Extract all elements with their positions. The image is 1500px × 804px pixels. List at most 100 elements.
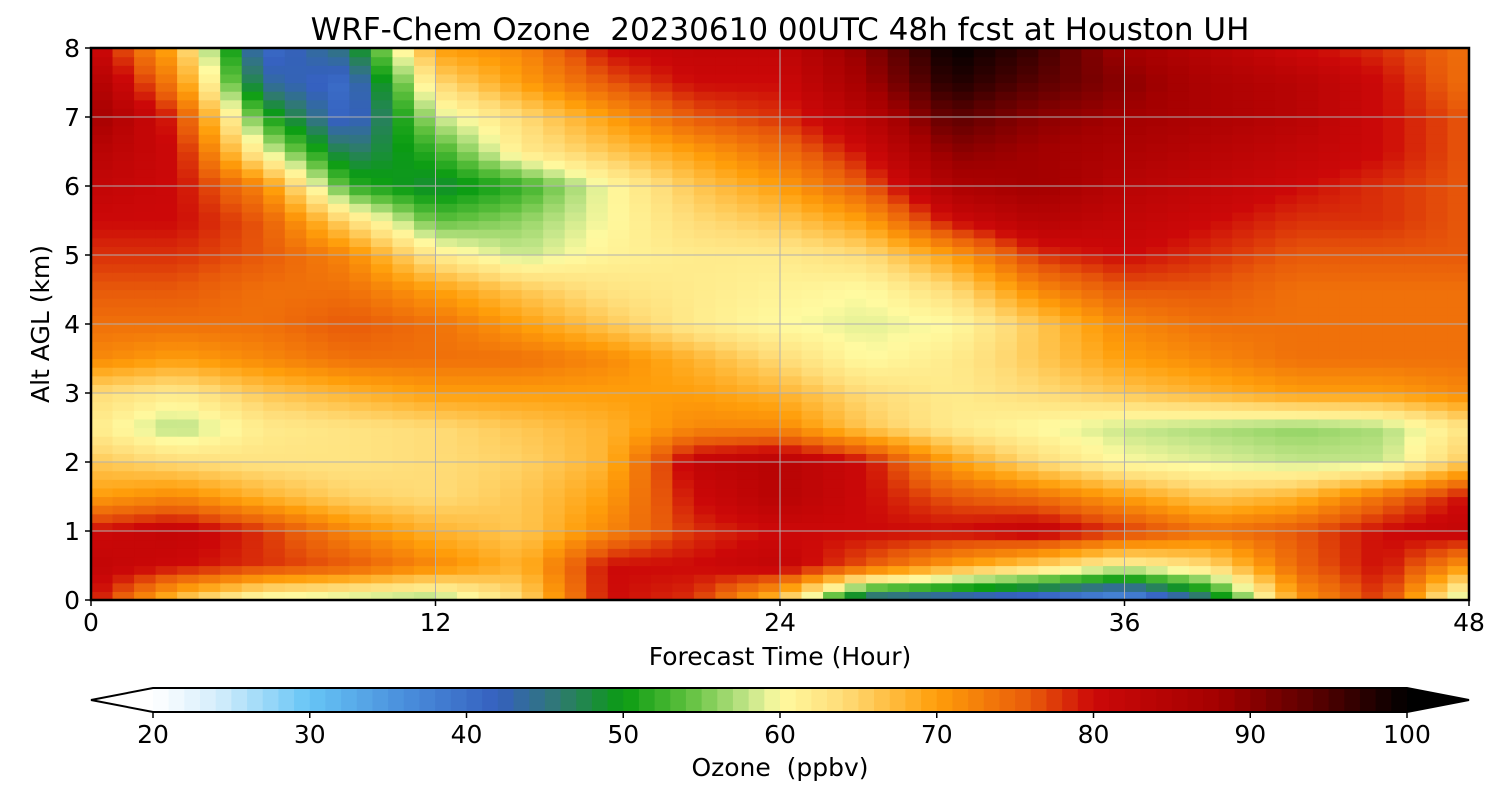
- heatmap-cell: [672, 203, 695, 213]
- heatmap-cell: [1146, 151, 1169, 161]
- heatmap-cell: [1275, 289, 1298, 299]
- heatmap-cell: [478, 470, 501, 480]
- heatmap-cell: [478, 280, 501, 291]
- heatmap-cell: [629, 306, 652, 316]
- heatmap-cell: [91, 418, 114, 429]
- heatmap-cell: [327, 142, 350, 153]
- heatmap-cell: [736, 324, 760, 334]
- heatmap-cell: [435, 168, 458, 178]
- heatmap-cell: [1016, 401, 1039, 411]
- heatmap-cell: [909, 479, 932, 489]
- heatmap-cell: [629, 341, 652, 351]
- heatmap-cell: [823, 168, 846, 178]
- heatmap-cell: [1038, 375, 1061, 385]
- heatmap-cell: [909, 418, 932, 429]
- heatmap-cell: [1038, 160, 1061, 170]
- heatmap-cell: [887, 349, 910, 360]
- heatmap-cell: [112, 229, 135, 239]
- heatmap-cell: [1059, 255, 1083, 265]
- heatmap-cell: [930, 574, 953, 584]
- heatmap-cell: [564, 99, 587, 109]
- heatmap-cell: [1146, 332, 1169, 342]
- heatmap-cell: [1189, 160, 1212, 170]
- heatmap-cell: [1296, 108, 1319, 118]
- heatmap-cell: [1124, 531, 1147, 541]
- heatmap-cell: [543, 332, 566, 342]
- heatmap-cell: [1016, 237, 1039, 247]
- heatmap-cell: [370, 306, 394, 316]
- heatmap-cell: [1016, 539, 1039, 549]
- heatmap-cell: [155, 401, 178, 411]
- heatmap-cell: [1361, 349, 1384, 360]
- heatmap-cell: [952, 211, 975, 222]
- heatmap-cell: [995, 505, 1018, 515]
- heatmap-cell: [1382, 142, 1406, 153]
- heatmap-cell: [500, 436, 523, 446]
- heatmap-cell: [1124, 324, 1147, 334]
- heatmap-cell: [457, 427, 480, 437]
- heatmap-cell: [1016, 82, 1039, 92]
- heatmap-cell: [1016, 203, 1039, 213]
- heatmap-cell: [1253, 177, 1276, 187]
- heatmap-cell: [1339, 108, 1362, 118]
- heatmap-cell: [672, 531, 695, 541]
- heatmap-cell: [413, 462, 437, 472]
- heatmap-cell: [1253, 194, 1276, 204]
- heatmap-cell: [1296, 427, 1319, 437]
- heatmap-cell: [543, 168, 566, 178]
- heatmap-cell: [629, 99, 652, 109]
- heatmap-cell: [263, 453, 286, 463]
- heatmap-cell: [500, 142, 523, 153]
- heatmap-cell: [909, 263, 932, 273]
- heatmap-cell: [650, 384, 673, 394]
- heatmap-cell: [909, 194, 932, 204]
- heatmap-cell: [780, 393, 803, 403]
- heatmap-cell: [1124, 211, 1147, 222]
- heatmap-cell: [1081, 306, 1104, 316]
- heatmap-cell: [220, 324, 243, 334]
- heatmap-cell: [823, 496, 846, 506]
- heatmap-cell: [1425, 134, 1449, 144]
- heatmap-cell: [349, 384, 372, 394]
- heatmap-cell: [1146, 591, 1169, 601]
- heatmap-cell: [435, 56, 458, 66]
- heatmap-cell: [1210, 117, 1233, 127]
- heatmap-cell: [413, 358, 437, 368]
- heatmap-cell: [91, 410, 114, 420]
- heatmap-cell: [392, 125, 415, 135]
- heatmap-cell: [1275, 505, 1298, 515]
- heatmap-cell: [1081, 393, 1104, 403]
- heatmap-cell: [1038, 203, 1061, 213]
- heatmap-cell: [155, 444, 178, 454]
- heatmap-cell: [241, 151, 264, 161]
- heatmap-cell: [758, 134, 781, 144]
- heatmap-cell: [952, 203, 975, 213]
- heatmap-cell: [457, 117, 480, 127]
- heatmap-cell: [457, 522, 480, 532]
- heatmap-cell: [478, 418, 501, 429]
- heatmap-cell: [543, 160, 566, 170]
- heatmap-cell: [887, 194, 910, 204]
- heatmap-cell: [1296, 479, 1319, 489]
- heatmap-cell: [1059, 263, 1083, 273]
- heatmap-cell: [930, 418, 953, 429]
- heatmap-cell: [1016, 298, 1039, 308]
- heatmap-cell: [715, 479, 738, 489]
- heatmap-cell: [521, 117, 544, 127]
- heatmap-cell: [241, 177, 264, 187]
- heatmap-cell: [586, 384, 609, 394]
- heatmap-cell: [650, 48, 673, 58]
- heatmap-cell: [564, 65, 587, 75]
- heatmap-cell: [715, 229, 738, 239]
- heatmap-cell: [327, 186, 350, 196]
- heatmap-cell: [823, 289, 846, 299]
- heatmap-cell: [1425, 470, 1449, 480]
- heatmap-cell: [650, 505, 673, 515]
- heatmap-cell: [1382, 556, 1406, 567]
- heatmap-cell: [134, 591, 157, 601]
- heatmap-cell: [263, 211, 286, 222]
- heatmap-cell: [392, 56, 415, 66]
- heatmap-cell: [134, 384, 157, 394]
- heatmap-cell: [413, 349, 437, 360]
